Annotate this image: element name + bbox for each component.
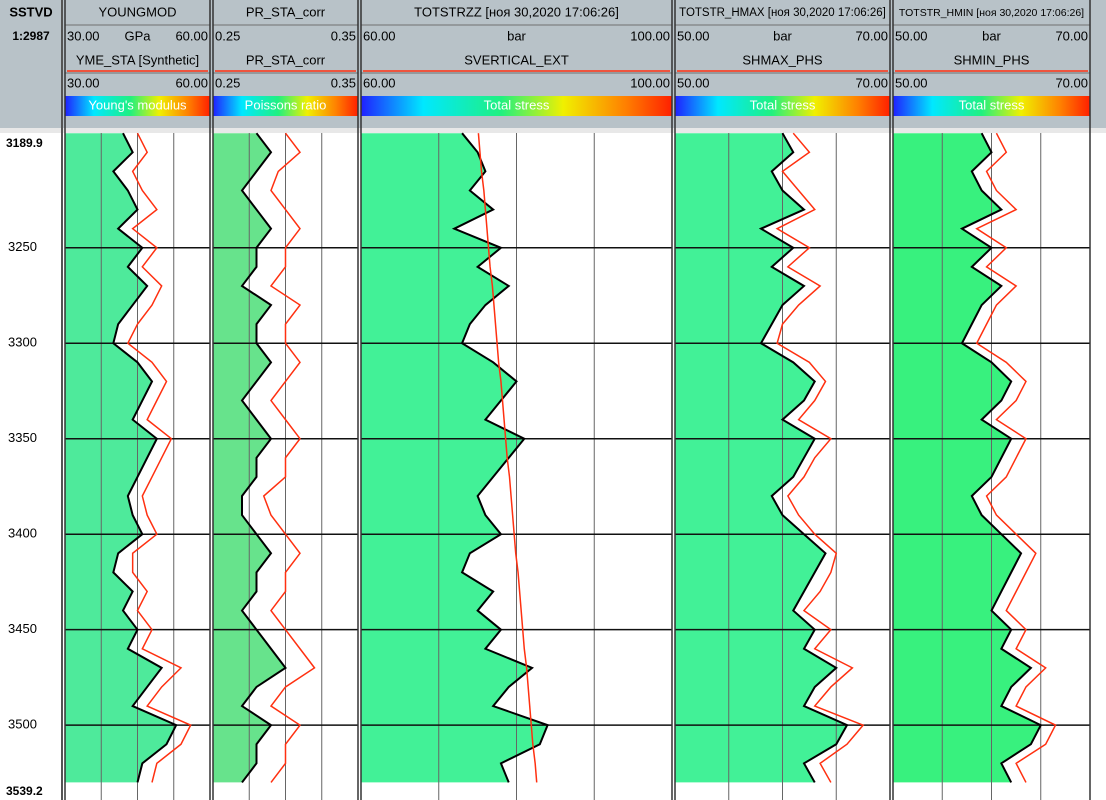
log-curve — [775, 132, 865, 783]
scale-right: 0.35 — [331, 75, 356, 90]
curve-name: YME_STA [Synthetic] — [76, 52, 199, 67]
scale-right: 100.00 — [630, 28, 670, 43]
scale-left: 0.25 — [215, 28, 240, 43]
curve-name: TOTSTR_HMAX [ноя 30,2020 17:06:26] — [679, 7, 886, 19]
curve-name: PR_STA_corr — [246, 52, 326, 67]
log-curve — [477, 133, 538, 783]
scale-right: 70.00 — [1055, 28, 1088, 43]
curve-fill — [361, 133, 548, 783]
depth-label: 3300 — [8, 335, 37, 350]
depth-label: 3350 — [8, 430, 37, 445]
scale-right: 70.00 — [855, 28, 888, 43]
log-curve — [959, 132, 1043, 783]
log-curve — [451, 132, 549, 783]
scale-left: 50.00 — [895, 28, 928, 43]
scale-right: 60.00 — [175, 75, 208, 90]
scale-left: 50.00 — [677, 75, 710, 90]
curve-name: SHMIN_PHS — [954, 52, 1030, 67]
colorbar-label: Total stress — [750, 97, 816, 112]
curve-name: SVERTICAL_EXT — [464, 52, 569, 67]
colorbar-label: Young's modulus — [88, 97, 187, 112]
scale-unit: GPa — [124, 28, 151, 43]
scale-left: 30.00 — [67, 28, 100, 43]
depth-label: 3400 — [8, 526, 37, 541]
log-curve — [262, 132, 316, 783]
scale-unit: bar — [982, 28, 1001, 43]
colorbar-label: Poissons ratio — [245, 97, 327, 112]
colorbar-label: Total stress — [484, 97, 550, 112]
log-curve — [126, 132, 192, 783]
scale-right: 70.00 — [1055, 75, 1088, 90]
colorbar — [893, 96, 1090, 116]
curve-fill — [65, 133, 177, 783]
log-curve — [112, 132, 178, 783]
colorbar — [675, 96, 890, 116]
scale-left: 60.00 — [363, 28, 396, 43]
curve-name: TOTSTR_HMIN [ноя 30,2020 17:06:26] — [899, 7, 1084, 19]
curve-name: TOTSTRZZ [ноя 30,2020 17:06:26] — [414, 4, 619, 19]
depth-label: 3539.2 — [6, 784, 43, 798]
log-curve — [240, 132, 287, 784]
scale-right: 100.00 — [630, 75, 670, 90]
curve-name: YOUNGMOD — [99, 4, 177, 19]
header-sep — [0, 128, 1106, 133]
depth-label: 3250 — [8, 239, 37, 254]
colorbar-label: Total stress — [959, 97, 1025, 112]
scale-left: 50.00 — [677, 28, 710, 43]
colorbar — [361, 96, 672, 116]
curve-name: PR_STA_corr — [246, 4, 326, 19]
colorbar — [213, 96, 358, 116]
scale-unit: bar — [507, 28, 526, 43]
scale-left: 0.25 — [215, 75, 240, 90]
curve-name: SHMAX_PHS — [742, 52, 823, 67]
scale-right: 70.00 — [855, 75, 888, 90]
scale-left: 50.00 — [895, 75, 928, 90]
scale-unit: bar — [773, 28, 792, 43]
scale-left: 60.00 — [363, 75, 396, 90]
depth-label: 3450 — [8, 621, 37, 636]
scale-left: 30.00 — [67, 75, 100, 90]
depth-label: 3500 — [8, 717, 37, 732]
colorbar — [65, 96, 210, 116]
log-curve — [758, 132, 849, 783]
depth-label: 3189.9 — [6, 136, 43, 150]
curve-fill — [893, 133, 1041, 783]
depth-name: SSTVD — [9, 4, 52, 19]
depth-track-bg — [0, 133, 62, 800]
scale-right: 60.00 — [175, 28, 208, 43]
log-curve — [975, 132, 1057, 783]
scale-right: 0.35 — [331, 28, 356, 43]
depth-scale: 1:2987 — [12, 29, 50, 43]
